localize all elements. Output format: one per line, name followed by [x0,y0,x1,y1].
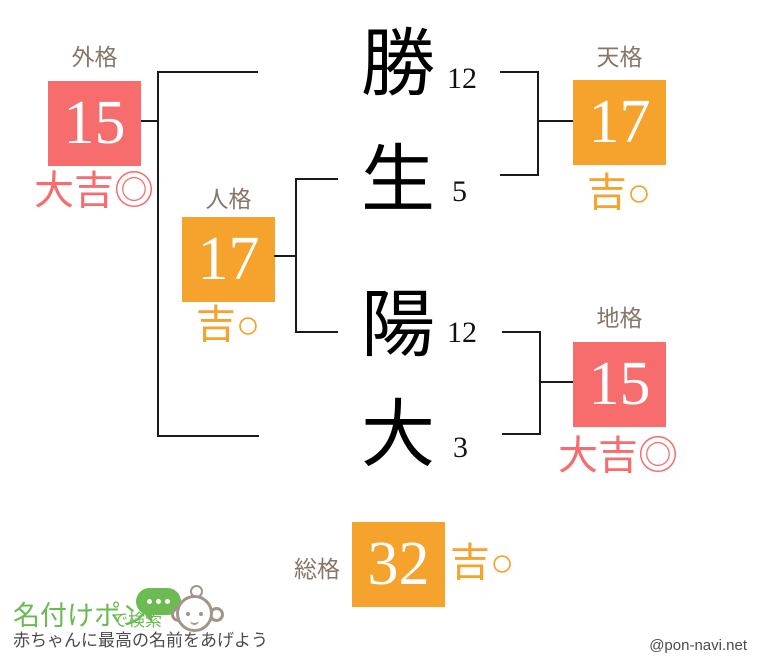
gaikaku-bracket-vertical-line [157,71,159,437]
gaikaku-result: 大吉◎ [34,169,154,213]
tenkaku-bracket-bottom-line [500,174,539,176]
name-char-1: 勝 [361,24,435,106]
jinkaku-result: 吉○ [195,303,261,347]
baby-eye-right [199,612,203,616]
name-char-1-stroke-count: 12 [447,62,477,95]
tenkaku-value-box: 17 [573,80,666,165]
chikaku-bracket-top-line [502,331,541,333]
chikaku-result: 大吉◎ [558,434,678,478]
chikaku-bracket-bottom-line [502,433,541,435]
tenkaku-bracket-vertical-line [537,71,539,176]
gaikaku-bracket-bottom-line [157,435,259,437]
tenkaku-result: 吉○ [586,171,652,215]
gaikaku-label: 外格 [71,44,118,70]
name-char-3-stroke-count: 12 [447,316,477,349]
name-char-4: 大 [361,395,435,477]
jinkaku-value-box: 17 [182,217,275,302]
gaikaku-bracket-top-line [157,71,258,73]
tenkaku-bracket-top-line [500,71,539,73]
speech-bubble-tail [141,610,152,623]
service-logo-text: 名付けポン [13,601,148,631]
name-char-2: 生 [361,140,435,222]
site-credit: @pon-navi.net [649,637,747,654]
jinkaku-box-connector-line [274,255,296,257]
soukaku-label: 総格 [294,556,340,582]
tenkaku-box-connector-line [537,120,573,122]
chikaku-bracket-vertical-line [539,331,541,435]
jinkaku-bracket-top-line [295,178,338,180]
soukaku-result: 吉○ [450,541,515,585]
name-char-4-stroke-count: 3 [453,431,468,464]
gaikaku-value-box: 15 [48,81,141,166]
chikaku-label: 地格 [596,305,643,331]
chikaku-box-connector-line [539,381,573,383]
jinkaku-bracket-bottom-line [295,331,338,333]
chikaku-value-box: 15 [573,342,666,427]
jinkaku-label: 人格 [205,186,252,212]
name-char-2-stroke-count: 5 [452,175,467,208]
name-char-3: 陽 [361,285,435,367]
baby-face-outline [176,595,213,632]
gaikaku-box-connector-line [141,120,159,122]
speech-bubble-dots [136,599,181,604]
jinkaku-bracket-vertical-line [295,178,297,333]
baby-face-icon [171,585,224,633]
baby-mouth [190,618,199,625]
tenkaku-label: 天格 [596,44,643,70]
baby-eye-left [186,612,190,616]
soukaku-value-box: 32 [352,522,445,607]
service-tagline: 赤ちゃんに最高の名前をあげよう [13,631,268,650]
